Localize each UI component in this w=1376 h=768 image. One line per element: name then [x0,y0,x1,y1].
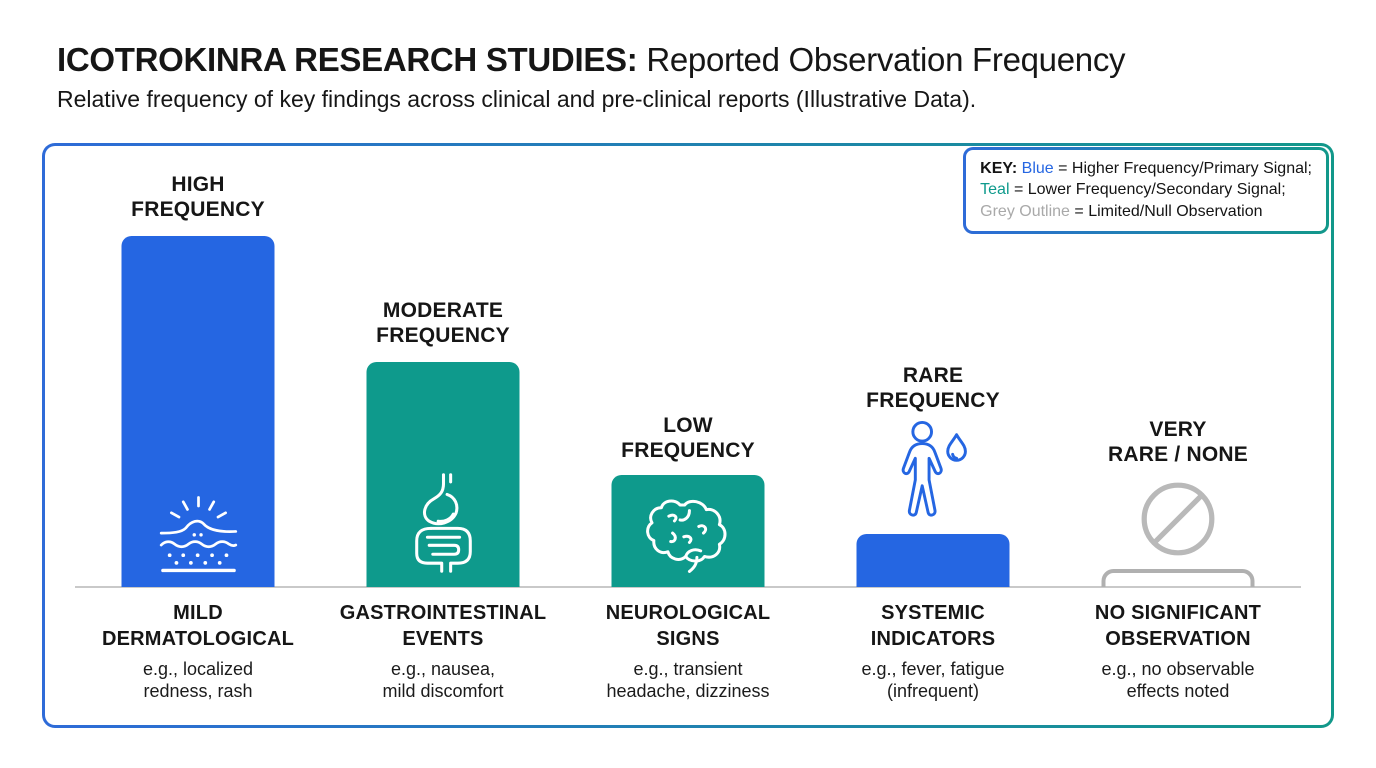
bar-mild-dermatological [121,236,275,587]
chart-area: KEY: Blue = Higher Frequency/Primary Sig… [45,146,1331,725]
chart-frame: KEY: Blue = Higher Frequency/Primary Sig… [42,143,1334,728]
example-label: e.g., localized redness, rash [142,659,254,701]
header: ICOTROKINRA RESEARCH STUDIES: Reported O… [57,41,1126,113]
example-label: e.g., transient headache, dizziness [606,659,770,701]
frequency-label: MODERATE FREQUENCY [376,299,510,348]
legend-title: KEY: [980,160,1018,177]
legend: KEY: Blue = Higher Frequency/Primary Sig… [963,147,1329,234]
chart-column-gastrointestinal: MODERATE FREQUENCY GASTROINTESTINAL EVEN… [313,146,573,725]
legend-term-blue: Blue [1021,160,1054,177]
bar-systemic-indicators [856,534,1010,587]
category-label: NO SIGNIFICANT OBSERVATION [1094,602,1262,650]
prohibition-icon [1141,482,1215,556]
page-subtitle: Relative frequency of key findings acros… [57,86,977,113]
chart-column-no-observation: VERY RARE / NONE NO SIGNIFICANT OBSERVAT… [1048,146,1308,725]
legend-def-grey: = Limited/Null Observation [1069,202,1263,220]
legend-def-blue: = Higher Frequency/Primary Signal; [1053,160,1312,177]
legend-body: KEY: Blue = Higher Frequency/Primary Sig… [966,150,1326,231]
brain-icon [645,499,726,573]
person-droplet-icon [901,420,967,517]
skin-irritation-icon [159,496,237,573]
gastrointestinal-tract-icon [414,473,472,573]
category-label: NEUROLOGICAL SIGNS [605,602,771,650]
page-title-emphasis: ICOTROKINRA RESEARCH STUDIES: [57,41,638,78]
category-label: MILD DERMATOLOGICAL [101,602,295,650]
frequency-label: VERY RARE / NONE [1108,418,1248,467]
chart-column-dermatological: HIGH FREQUENCY MILD DERMATOLOGICAL e.g.,… [68,146,328,725]
page-title: ICOTROKINRA RESEARCH STUDIES: Reported O… [57,41,1126,78]
legend-term-teal: Teal [980,181,1010,199]
example-label: e.g., no observable effects noted [1101,659,1255,701]
legend-def-teal: = Lower Frequency/Secondary Signal; [1009,181,1286,199]
category-label: GASTROINTESTINAL EVENTS [339,602,547,650]
chart-column-neurological: LOW FREQUENCY NEUROLOGICAL SIGNS e.g., t… [558,146,818,725]
frequency-label: LOW FREQUENCY [621,414,755,463]
frequency-label: RARE FREQUENCY [866,364,1000,413]
frequency-label: HIGH FREQUENCY [131,173,265,222]
page-title-rest: Reported Observation Frequency [646,41,1126,78]
bar-neurological-signs [611,475,765,587]
bar-gastrointestinal-events [366,362,520,587]
legend-term-grey: Grey Outline [980,202,1070,220]
example-label: e.g., nausea, mild discomfort [382,659,504,701]
legend-entry-blue: KEY: Blue = Higher Frequency/Primary Sig… [980,158,1312,179]
category-label: SYSTEMIC INDICATORS [870,602,996,650]
chart-column-systemic: RARE FREQUENCY SYSTEMIC INDICATORS e.g.,… [803,146,1063,725]
legend-entry-grey: Grey Outline = Limited/Null Observation [980,201,1312,222]
bar-no-significant-observation [1101,569,1255,587]
axis-baseline [75,586,1301,588]
legend-entry-teal: Teal = Lower Frequency/Secondary Signal; [980,179,1312,200]
example-label: e.g., fever, fatigue (infrequent) [861,659,1005,701]
